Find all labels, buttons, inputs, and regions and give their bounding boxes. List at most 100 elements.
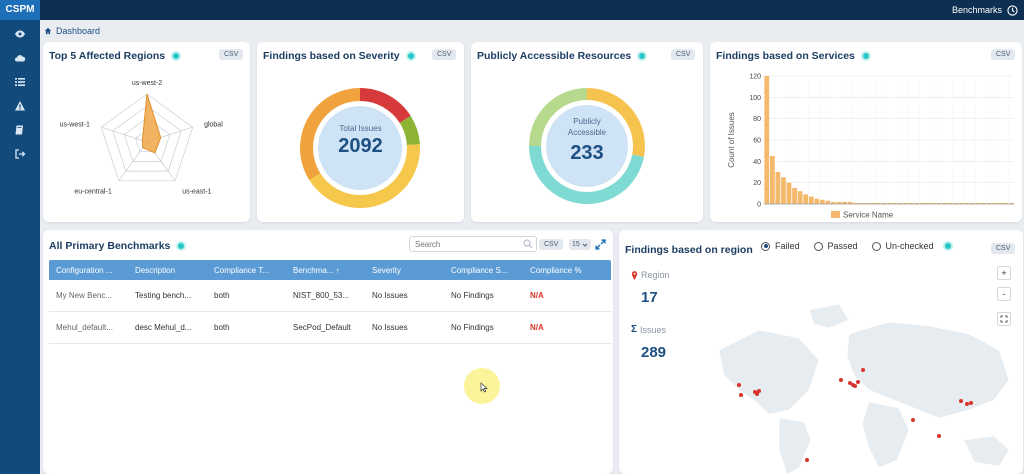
service-bar[interactable] bbox=[892, 202, 897, 204]
service-bar[interactable] bbox=[869, 202, 875, 204]
breadcrumb-dashboard[interactable]: Dashboard bbox=[56, 26, 101, 36]
radio-unchecked-label[interactable]: Un-checked bbox=[885, 241, 934, 251]
zoom-out-button[interactable]: - bbox=[997, 287, 1011, 301]
service-bar[interactable] bbox=[769, 156, 775, 204]
service-bar[interactable] bbox=[975, 202, 981, 204]
service-bar[interactable] bbox=[764, 76, 770, 204]
sidebar-item-logout[interactable] bbox=[0, 142, 40, 166]
service-bar[interactable] bbox=[997, 202, 1003, 204]
map-marker[interactable] bbox=[757, 389, 761, 393]
benchmarks-csv-button[interactable]: CSV bbox=[539, 239, 564, 250]
col-configuration[interactable]: Configuration ... bbox=[56, 265, 113, 275]
info-dot-icon[interactable] bbox=[637, 51, 648, 61]
service-bar[interactable] bbox=[775, 172, 781, 204]
service-bar[interactable] bbox=[875, 202, 881, 204]
info-dot-icon[interactable] bbox=[176, 241, 187, 251]
service-bar[interactable] bbox=[814, 198, 820, 204]
fit-map-button[interactable] bbox=[997, 312, 1011, 326]
col-compliance-type[interactable]: Compliance T... bbox=[214, 265, 269, 275]
service-bar[interactable] bbox=[897, 202, 903, 204]
donut-slice[interactable] bbox=[399, 115, 420, 146]
page-size-select[interactable]: 15 bbox=[569, 239, 591, 250]
service-bar[interactable] bbox=[964, 202, 970, 204]
info-dot-icon[interactable] bbox=[171, 51, 182, 61]
service-bar[interactable] bbox=[1008, 202, 1014, 204]
service-bar[interactable] bbox=[842, 201, 847, 204]
col-compliance-status[interactable]: Compliance S... bbox=[451, 265, 508, 275]
donut-slice[interactable] bbox=[587, 88, 645, 157]
donut-slice[interactable] bbox=[529, 146, 644, 204]
info-dot-icon[interactable] bbox=[860, 51, 871, 61]
radar-area[interactable] bbox=[141, 93, 162, 154]
service-bar[interactable] bbox=[797, 191, 803, 204]
service-bar[interactable] bbox=[886, 202, 892, 204]
map-marker[interactable] bbox=[739, 393, 743, 397]
sidebar-item-eye[interactable] bbox=[0, 22, 40, 46]
service-bar[interactable] bbox=[881, 202, 886, 204]
services-csv-button[interactable]: CSV bbox=[991, 49, 1016, 60]
table-row[interactable]: My New Benc... Testing bench... both NIS… bbox=[49, 280, 611, 312]
sidebar-item-warning[interactable] bbox=[0, 94, 40, 118]
regions-csv-button[interactable]: CSV bbox=[219, 49, 244, 60]
table-row[interactable]: Mehul_default... desc Mehul_d... both Se… bbox=[49, 312, 611, 344]
donut-slice[interactable] bbox=[309, 144, 420, 209]
service-bar[interactable] bbox=[953, 202, 959, 204]
public-csv-button[interactable]: CSV bbox=[671, 49, 696, 60]
service-bar[interactable] bbox=[936, 202, 942, 204]
service-bar[interactable] bbox=[825, 200, 831, 204]
service-bar[interactable] bbox=[853, 202, 859, 204]
service-bar[interactable] bbox=[981, 202, 986, 204]
benchmarks-search-input[interactable] bbox=[409, 236, 537, 252]
clock-icon[interactable] bbox=[1007, 4, 1018, 16]
map-marker[interactable] bbox=[853, 384, 857, 388]
donut-slice[interactable] bbox=[529, 88, 587, 146]
service-bar[interactable] bbox=[947, 202, 953, 204]
service-bar[interactable] bbox=[781, 177, 786, 204]
expand-icon[interactable] bbox=[595, 239, 606, 250]
zoom-in-button[interactable]: + bbox=[997, 266, 1011, 280]
service-bar[interactable] bbox=[986, 202, 992, 204]
service-bar[interactable] bbox=[831, 201, 836, 204]
col-compliance-percent[interactable]: Compliance % bbox=[530, 265, 582, 275]
service-bar[interactable] bbox=[942, 202, 947, 204]
radio-failed[interactable] bbox=[761, 241, 770, 251]
home-icon[interactable] bbox=[44, 27, 52, 35]
map-marker[interactable] bbox=[861, 368, 865, 372]
service-bar[interactable] bbox=[786, 182, 792, 204]
search-icon[interactable] bbox=[523, 239, 533, 249]
sidebar-item-cloud[interactable] bbox=[0, 46, 40, 70]
service-bar[interactable] bbox=[992, 202, 997, 204]
service-bar[interactable] bbox=[864, 202, 870, 204]
map-marker[interactable] bbox=[755, 392, 759, 396]
service-bar[interactable] bbox=[931, 202, 936, 204]
service-bar[interactable] bbox=[792, 188, 797, 204]
radio-passed-label[interactable]: Passed bbox=[827, 241, 858, 251]
service-bar[interactable] bbox=[919, 202, 925, 204]
col-benchmark[interactable]: Benchma... ↑ bbox=[293, 265, 340, 275]
legend-label[interactable]: Service Name bbox=[843, 211, 894, 220]
service-bar[interactable] bbox=[958, 202, 964, 204]
info-dot-icon[interactable] bbox=[942, 241, 953, 251]
service-bar[interactable] bbox=[1003, 202, 1009, 204]
service-bar[interactable] bbox=[903, 202, 909, 204]
brand-logo[interactable]: CSPM bbox=[0, 0, 40, 20]
sidebar-item-list[interactable] bbox=[0, 70, 40, 94]
map-marker[interactable] bbox=[911, 418, 915, 422]
map-marker[interactable] bbox=[856, 380, 860, 384]
map-marker[interactable] bbox=[969, 401, 973, 405]
service-bar[interactable] bbox=[803, 194, 809, 204]
map-marker[interactable] bbox=[965, 402, 969, 406]
map-marker[interactable] bbox=[805, 458, 809, 462]
map-marker[interactable] bbox=[737, 383, 741, 387]
col-description[interactable]: Description bbox=[135, 265, 176, 275]
col-severity[interactable]: Severity bbox=[372, 265, 401, 275]
map-marker[interactable] bbox=[959, 399, 963, 403]
map-marker[interactable] bbox=[839, 378, 843, 382]
service-bar[interactable] bbox=[858, 202, 864, 204]
sidebar-item-book[interactable] bbox=[0, 118, 40, 142]
service-bar[interactable] bbox=[925, 202, 931, 204]
info-dot-icon[interactable] bbox=[405, 51, 416, 61]
service-bar[interactable] bbox=[969, 202, 975, 204]
benchmarks-link[interactable]: Benchmarks bbox=[951, 5, 1002, 15]
radio-failed-label[interactable]: Failed bbox=[775, 241, 800, 251]
